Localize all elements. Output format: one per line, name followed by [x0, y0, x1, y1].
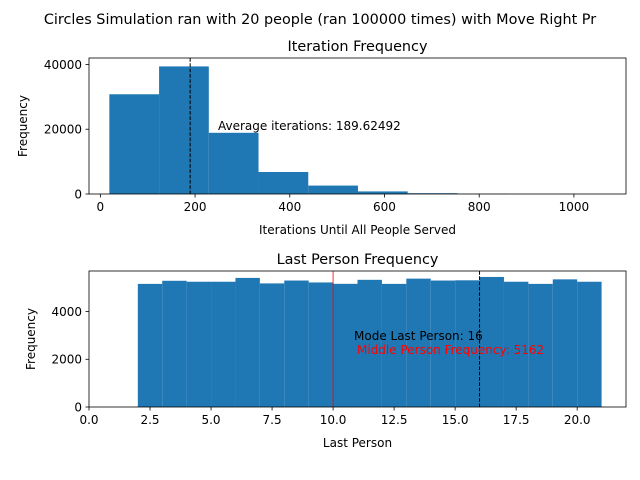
- x-tick-label: 5.0: [201, 413, 220, 427]
- iteration-frequency-chart: 0 200 400 600 800 1000 0 20000 40000 Iteration Fr…: [16, 39, 627, 237]
- axes-frame: [88, 57, 627, 195]
- y-tick-label: 20000: [44, 123, 82, 137]
- histogram-bar: [357, 279, 382, 407]
- chart-annotation: Mode Last Person: 16: [354, 329, 483, 343]
- y-axis-label: Frequency: [16, 95, 30, 157]
- histogram-bar: [259, 283, 285, 407]
- x-tick-label: 400: [278, 200, 301, 214]
- histogram-bar: [109, 94, 160, 194]
- histogram-bar: [211, 281, 236, 407]
- x-axis-label: Last Person: [323, 436, 392, 450]
- chart-annotation: Average iterations: 189.62492: [218, 119, 401, 133]
- histogram-bar: [503, 281, 529, 407]
- y-tick-label: 2000: [51, 353, 82, 367]
- x-tick-label: 15.0: [442, 413, 469, 427]
- histogram-bar: [235, 277, 260, 407]
- x-tick-label: 12.5: [381, 413, 408, 427]
- chart-title: Iteration Frequency: [288, 39, 428, 55]
- x-tick-label: 0.0: [79, 413, 98, 427]
- x-tick-label: 1000: [559, 200, 590, 214]
- histogram-bar: [430, 280, 456, 407]
- histogram-bar: [528, 283, 553, 407]
- x-tick-label: 200: [184, 200, 207, 214]
- y-tick-label: 4000: [51, 305, 82, 319]
- x-tick-label: 600: [373, 200, 396, 214]
- histogram-bar: [357, 191, 408, 194]
- chart-title: Last Person Frequency: [277, 252, 439, 268]
- histogram-bar: [381, 283, 407, 407]
- chart-annotation: Middle Person Frequency: 5162: [357, 343, 544, 357]
- histogram-bar: [552, 279, 578, 407]
- histogram-bar: [455, 280, 480, 407]
- x-tick-label: 7.5: [263, 413, 282, 427]
- x-tick-label: 800: [468, 200, 491, 214]
- histogram-bar: [406, 278, 431, 407]
- histogram-bar: [577, 281, 602, 407]
- x-tick-label: 0: [97, 200, 105, 214]
- figure-suptitle: Circles Simulation ran with 20 people (r…: [44, 12, 596, 28]
- x-tick-label: 10.0: [320, 413, 347, 427]
- x-tick-label: 17.5: [503, 413, 530, 427]
- histogram-bar: [333, 283, 358, 407]
- x-tick-label: 2.5: [140, 413, 159, 427]
- histogram-bar: [186, 281, 212, 407]
- y-tick-label: 40000: [44, 58, 82, 72]
- x-axis-label: Iterations Until All People Served: [259, 223, 456, 237]
- histogram-bar: [159, 66, 209, 194]
- histogram-bar: [407, 193, 458, 194]
- y-axis-label: Frequency: [24, 308, 38, 370]
- histogram-bar: [137, 283, 163, 407]
- y-tick-label: 0: [74, 400, 82, 414]
- histogram-bar: [308, 282, 334, 407]
- histogram-bar: [162, 280, 187, 407]
- x-tick-label: 20.0: [564, 413, 591, 427]
- histogram-bar: [308, 185, 358, 194]
- last-person-frequency-chart: 0.0 2.5 5.0 7.5 10.0 12.5 15.0 17.5 20.0 0 2000 400…: [24, 252, 627, 450]
- histogram-bar: [479, 276, 504, 407]
- histogram-bar: [258, 171, 309, 194]
- histogram-bar: [284, 280, 309, 407]
- y-tick-label: 0: [74, 187, 82, 201]
- histogram-bar: [208, 132, 259, 194]
- axes-frame: [88, 270, 627, 408]
